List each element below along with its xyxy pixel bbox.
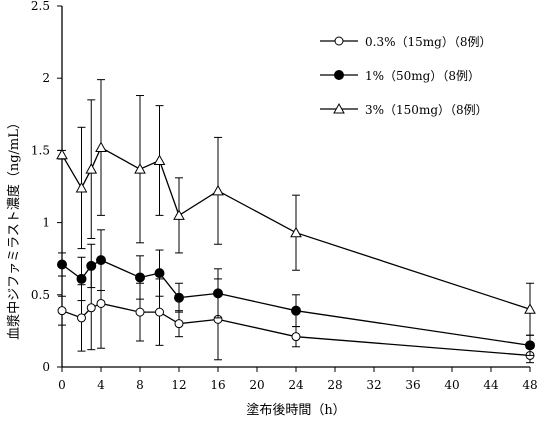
y-tick-label: 0 — [42, 360, 50, 374]
y-axis-label: 血漿中ジファミラスト濃度（ng/mL） — [6, 116, 22, 340]
marker-open-triangle — [524, 303, 536, 314]
marker-open-circle — [86, 303, 96, 313]
marker-open-triangle — [134, 163, 146, 174]
series-2 — [57, 229, 535, 356]
x-tick-label: 28 — [327, 378, 342, 392]
marker-filled-circle — [57, 259, 67, 270]
marker-open-triangle — [75, 181, 88, 193]
x-tick-label: 4 — [97, 378, 105, 392]
marker-open-triangle — [56, 148, 68, 160]
y-tick-label: 0.5 — [31, 288, 50, 302]
y-axis-title: 血漿中ジファミラスト濃度（ng/mL） — [6, 116, 22, 340]
y-tick-label: 2 — [42, 71, 50, 85]
y-tick-label: 1.5 — [31, 143, 50, 157]
marker-open-circle — [96, 298, 106, 308]
legend-label: 1%（50mg）（8例） — [365, 69, 480, 83]
marker-open-circle — [155, 307, 164, 317]
marker-open-triangle — [333, 102, 345, 114]
x-tick-label: 40 — [444, 378, 459, 392]
marker-filled-circle — [525, 340, 535, 351]
x-tick-label: 12 — [171, 378, 186, 392]
marker-open-triangle — [212, 184, 224, 196]
marker-filled-circle — [174, 292, 184, 303]
marker-open-circle — [135, 307, 145, 317]
marker-open-circle — [291, 332, 301, 342]
x-tick-label: 44 — [483, 378, 499, 392]
marker-open-triangle — [290, 226, 302, 238]
legend: 0.3%（15mg）（8例） 1%（50mg）（8例） 3%（150mg）（8例） — [320, 35, 491, 117]
x-tick-label: 8 — [136, 378, 144, 392]
series-3 — [56, 79, 536, 336]
marker-open-circle — [334, 36, 344, 46]
marker-open-circle — [77, 313, 86, 323]
marker-filled-circle — [154, 268, 165, 279]
x-tick-label: 20 — [249, 378, 264, 392]
x-tick-label: 16 — [210, 378, 225, 392]
marker-filled-circle — [76, 273, 87, 284]
marker-filled-circle — [135, 272, 145, 283]
marker-open-circle — [174, 319, 184, 329]
y-tick-label: 1 — [42, 216, 50, 230]
marker-open-triangle — [173, 209, 185, 220]
series-line — [61, 146, 531, 310]
x-tick-label: 36 — [405, 378, 420, 392]
marker-open-triangle — [153, 154, 166, 166]
plot-area — [56, 79, 536, 364]
series-line — [61, 302, 531, 357]
legend-item-3: 3%（150mg）（8例） — [320, 102, 488, 117]
x-tick-label: 48 — [522, 378, 537, 392]
marker-filled-circle — [96, 255, 106, 266]
marker-open-triangle — [95, 141, 107, 153]
legend-label: 0.3%（15mg）（8例） — [365, 35, 491, 49]
series-line — [61, 259, 531, 346]
marker-open-circle — [57, 306, 67, 316]
marker-filled-circle — [334, 70, 344, 80]
x-tick-label: 32 — [366, 378, 381, 392]
x-tick-label: 24 — [288, 378, 304, 392]
axes: 00.511.522.50 4 8 12 16 20 24 28 32 36 40 44 48 — [31, 0, 537, 392]
marker-filled-circle — [291, 305, 301, 316]
legend-item-1: 0.3%（15mg）（8例） — [320, 35, 491, 49]
legend-label: 3%（150mg）（8例） — [365, 103, 488, 117]
marker-filled-circle — [213, 288, 223, 299]
y-tick-label: 2.5 — [31, 0, 50, 13]
legend-item-2: 1%（50mg）（8例） — [320, 69, 480, 83]
marker-open-triangle — [85, 163, 98, 174]
marker-filled-circle — [86, 260, 97, 271]
x-tick-label: 0 — [58, 378, 66, 392]
x-axis-label: 塗布後時間（h） — [246, 402, 345, 418]
